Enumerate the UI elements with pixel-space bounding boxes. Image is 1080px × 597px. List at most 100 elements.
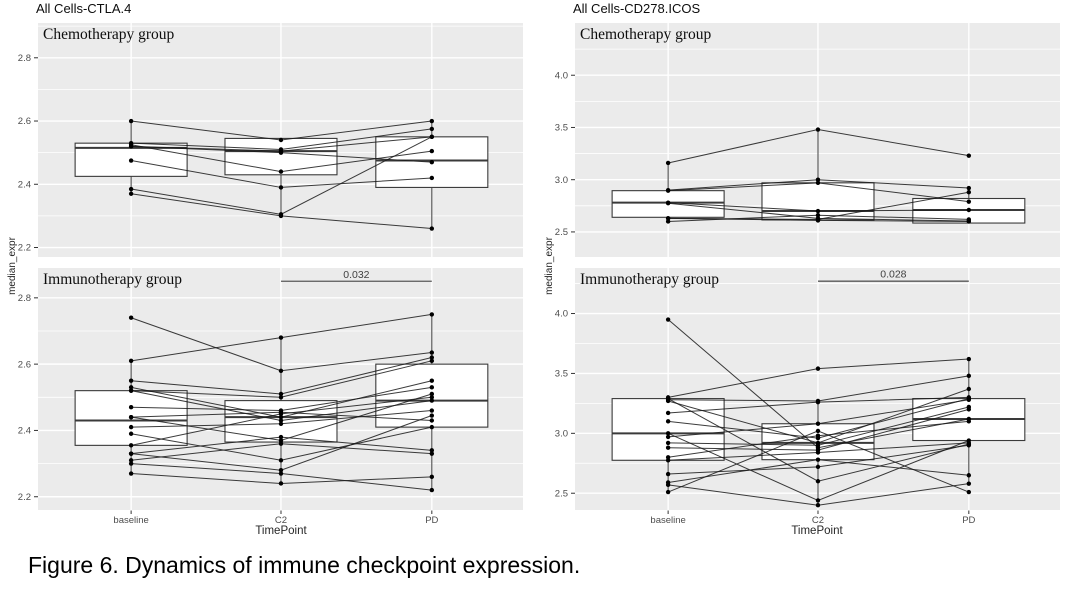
data-point bbox=[128, 451, 134, 456]
data-point bbox=[429, 418, 435, 423]
data-point bbox=[966, 397, 972, 402]
data-point bbox=[966, 356, 972, 362]
data-point bbox=[128, 414, 134, 420]
y-tick-label: 2.8 bbox=[18, 53, 31, 64]
data-point bbox=[966, 407, 972, 412]
data-point bbox=[278, 368, 284, 373]
data-point bbox=[815, 433, 821, 438]
data-point bbox=[278, 418, 284, 423]
data-point bbox=[429, 391, 435, 397]
data-point bbox=[278, 458, 284, 463]
y-tick-label: 3.5 bbox=[555, 123, 568, 134]
data-point bbox=[128, 358, 134, 364]
data-point bbox=[665, 489, 671, 495]
chart2-facet-immunotherapy-label: Immunotherapy group bbox=[580, 271, 720, 288]
data-point bbox=[966, 489, 972, 495]
y-tick-label: 2.5 bbox=[555, 227, 568, 238]
y-tick-label: 3.5 bbox=[555, 369, 568, 380]
data-point bbox=[278, 411, 284, 417]
data-point bbox=[429, 159, 435, 165]
data-point bbox=[665, 482, 671, 488]
chart1-facet-immunotherapy-label: Immunotherapy group bbox=[43, 271, 183, 288]
data-point bbox=[429, 148, 435, 154]
data-point bbox=[429, 413, 435, 418]
data-point bbox=[128, 186, 134, 192]
x-tick-label: PD bbox=[962, 515, 975, 526]
data-point bbox=[815, 180, 821, 186]
facet-chemotherapy: 2.2 2.4 2.6 2.8 bbox=[18, 23, 523, 257]
data-point bbox=[665, 434, 671, 440]
data-point bbox=[815, 213, 821, 218]
facet-immunotherapy: 2.5 3.0 3.5 4.0 0.028 bbox=[555, 268, 1060, 510]
data-point bbox=[815, 503, 821, 508]
data-point bbox=[665, 445, 671, 450]
data-point bbox=[278, 481, 284, 486]
x-tick-label: C2 bbox=[812, 515, 824, 526]
y-tick-label: 2.6 bbox=[18, 359, 31, 370]
chart2-y-axis-label: median_expr bbox=[544, 237, 555, 295]
data-point bbox=[665, 201, 671, 206]
data-point bbox=[966, 373, 972, 379]
data-point bbox=[278, 137, 284, 143]
x-tick-label: baseline bbox=[113, 515, 148, 526]
data-point bbox=[128, 471, 134, 476]
data-point bbox=[128, 378, 134, 383]
data-point bbox=[278, 150, 284, 155]
x-tick-label: PD bbox=[425, 515, 438, 526]
chart1-title: All Cells-CTLA.4 bbox=[36, 1, 132, 16]
data-point bbox=[278, 391, 284, 397]
chart-ctla4: 2.2 2.4 2.6 2.8 2.2 2.4 2.6 2.8 0.032 baseline C2 P… bbox=[18, 23, 523, 526]
data-point bbox=[966, 473, 972, 478]
data-point bbox=[966, 217, 972, 222]
data-point bbox=[815, 399, 821, 405]
x-tick-label: baseline bbox=[650, 515, 685, 526]
data-point bbox=[665, 458, 671, 463]
data-point bbox=[815, 464, 821, 470]
y-tick-label: 4.0 bbox=[555, 70, 568, 81]
data-point bbox=[815, 127, 821, 132]
data-point bbox=[429, 134, 435, 140]
y-tick-label: 2.2 bbox=[18, 243, 31, 254]
data-point bbox=[278, 471, 284, 476]
y-tick-label: 2.8 bbox=[18, 293, 31, 304]
data-point bbox=[815, 450, 821, 455]
chart1-y-axis-label: median_expr bbox=[7, 237, 18, 295]
data-point bbox=[966, 481, 972, 486]
y-tick-label: 3.0 bbox=[555, 175, 568, 186]
data-point bbox=[665, 471, 671, 477]
data-point bbox=[429, 474, 435, 480]
data-point bbox=[429, 385, 435, 390]
data-point bbox=[429, 350, 435, 355]
pvalue-label: 0.028 bbox=[880, 269, 906, 281]
data-point bbox=[278, 213, 284, 219]
data-point bbox=[429, 175, 435, 181]
data-point bbox=[665, 219, 671, 224]
data-point bbox=[665, 431, 671, 436]
data-point bbox=[278, 468, 284, 473]
data-point bbox=[278, 185, 284, 190]
data-point bbox=[966, 207, 972, 213]
data-point bbox=[128, 443, 134, 448]
data-point bbox=[278, 434, 284, 440]
data-point bbox=[128, 158, 134, 163]
data-point bbox=[815, 218, 821, 223]
data-point bbox=[429, 487, 435, 493]
data-point bbox=[128, 191, 134, 196]
pvalue-label: 0.032 bbox=[343, 269, 369, 281]
y-tick-label: 3.0 bbox=[555, 429, 568, 440]
data-point bbox=[815, 479, 821, 484]
data-point bbox=[665, 410, 671, 416]
data-point bbox=[429, 312, 435, 317]
data-point bbox=[128, 458, 134, 463]
y-tick-label: 2.2 bbox=[18, 492, 31, 503]
data-point bbox=[966, 185, 972, 191]
data-point bbox=[966, 199, 972, 204]
data-point bbox=[815, 443, 821, 448]
y-tick-label: 2.4 bbox=[18, 179, 31, 190]
data-point bbox=[665, 419, 671, 424]
charts-canvas: 2.2 2.4 2.6 2.8 2.2 2.4 2.6 2.8 0.032 baseline C2 P… bbox=[18, 23, 1060, 526]
data-point bbox=[665, 216, 671, 221]
data-point bbox=[815, 177, 821, 182]
y-tick-label: 2.4 bbox=[18, 426, 31, 437]
